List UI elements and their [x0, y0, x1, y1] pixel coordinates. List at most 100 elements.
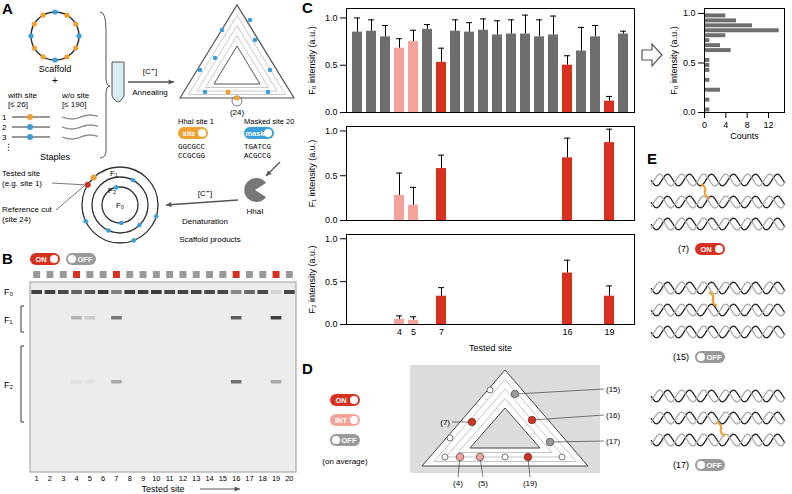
svg-text:9: 9	[141, 474, 145, 483]
svg-text:F₁: F₁	[110, 169, 118, 178]
svg-text:1.0: 1.0	[325, 234, 338, 244]
svg-text:+: +	[52, 75, 58, 86]
svg-text:(4): (4)	[453, 479, 463, 488]
svg-text:1.0: 1.0	[325, 13, 338, 23]
svg-text:16: 16	[562, 327, 572, 337]
svg-text:w/o site: w/o site	[61, 91, 90, 100]
svg-text:0.5: 0.5	[325, 277, 338, 287]
svg-text:0.0: 0.0	[325, 107, 338, 117]
svg-text:12: 12	[179, 474, 187, 483]
svg-text:F₂: F₂	[4, 380, 13, 390]
svg-text:18: 18	[259, 474, 267, 483]
svg-text:[C⁺]: [C⁺]	[143, 67, 157, 76]
svg-text:(15): (15)	[673, 352, 689, 362]
svg-text:HhaI site 1: HhaI site 1	[178, 117, 214, 126]
svg-text:(17): (17)	[606, 437, 621, 446]
svg-text:2: 2	[2, 123, 7, 132]
svg-text:D: D	[302, 360, 313, 377]
svg-text:B: B	[2, 250, 13, 267]
svg-text:[≤ 190]: [≤ 190]	[62, 100, 86, 109]
svg-text:0: 0	[702, 120, 707, 130]
svg-text:7: 7	[439, 327, 444, 337]
svg-text:16: 16	[232, 474, 240, 483]
svg-text:5: 5	[411, 327, 416, 337]
svg-text:3: 3	[61, 474, 65, 483]
svg-text:Annealing: Annealing	[132, 88, 168, 97]
svg-text:10: 10	[152, 474, 160, 483]
svg-text:0.5: 0.5	[325, 171, 338, 181]
svg-text:Tested site: Tested site	[141, 484, 184, 494]
svg-text:F₀ intensity (a.u.): F₀ intensity (a.u.)	[669, 26, 679, 94]
svg-text:19: 19	[604, 327, 614, 337]
svg-text:F₀ intensity (a.u.): F₀ intensity (a.u.)	[307, 26, 317, 94]
svg-text:8: 8	[128, 474, 132, 483]
svg-text:ON: ON	[700, 245, 711, 254]
svg-text:Counts: Counts	[730, 131, 759, 141]
svg-text:20: 20	[285, 474, 293, 483]
svg-text:Scaffold: Scaffold	[39, 64, 71, 74]
svg-text:INT: INT	[335, 416, 348, 425]
svg-text:1: 1	[35, 474, 39, 483]
svg-text:(24): (24)	[230, 108, 245, 117]
svg-text:17: 17	[245, 474, 253, 483]
svg-text:14: 14	[205, 474, 213, 483]
svg-text:Masked site 20: Masked site 20	[244, 117, 294, 126]
svg-text:(15): (15)	[606, 385, 621, 394]
svg-text:(site 24): (site 24)	[2, 215, 31, 224]
svg-text:A: A	[2, 0, 13, 17]
svg-text:4: 4	[74, 474, 78, 483]
svg-text:OFF: OFF	[342, 436, 357, 445]
svg-text:0.0: 0.0	[325, 215, 338, 225]
svg-text:mask: mask	[245, 129, 265, 138]
svg-text:(5): (5)	[478, 479, 488, 488]
svg-text:Tested site: Tested site	[2, 169, 41, 178]
svg-text:(on average): (on average)	[322, 457, 368, 466]
svg-text:F₂ intensity (a.u.): F₂ intensity (a.u.)	[307, 245, 317, 313]
svg-text:F₀: F₀	[4, 287, 13, 297]
svg-text:3: 3	[2, 133, 7, 142]
svg-text:1.0: 1.0	[683, 8, 696, 18]
svg-text:1.0: 1.0	[325, 126, 338, 136]
svg-text:(16): (16)	[606, 411, 621, 420]
svg-text:0.5: 0.5	[325, 60, 338, 70]
svg-text:ON: ON	[335, 396, 346, 405]
svg-text:6: 6	[101, 474, 105, 483]
svg-text:4: 4	[723, 120, 728, 130]
svg-text:F₂: F₂	[108, 186, 116, 195]
svg-text:Scaffold products: Scaffold products	[179, 235, 241, 244]
svg-text:4: 4	[397, 327, 402, 337]
svg-text:15: 15	[219, 474, 227, 483]
svg-text:7: 7	[114, 474, 118, 483]
svg-text:E: E	[647, 150, 657, 167]
svg-text:2: 2	[48, 474, 52, 483]
svg-text:0.0: 0.0	[683, 107, 696, 117]
svg-text:(e.g. site 1): (e.g. site 1)	[2, 179, 42, 188]
svg-text:Reference cut: Reference cut	[2, 205, 53, 214]
svg-text:12: 12	[763, 120, 773, 130]
svg-text:1: 1	[2, 113, 7, 122]
svg-text:⋮: ⋮	[4, 142, 13, 152]
svg-text:HhaI: HhaI	[247, 207, 264, 216]
svg-text:Denaturation: Denaturation	[182, 217, 228, 226]
svg-text:[≤ 26]: [≤ 26]	[8, 100, 28, 109]
svg-text:(7): (7)	[678, 244, 689, 254]
svg-text:ON: ON	[35, 255, 46, 264]
svg-text:5: 5	[88, 474, 92, 483]
svg-text:Staples: Staples	[40, 152, 71, 162]
svg-text:with site: with site	[7, 91, 37, 100]
svg-text:GGCGCC: GGCGCC	[178, 143, 206, 151]
svg-text:F₀: F₀	[116, 201, 124, 210]
svg-text:C: C	[302, 0, 313, 16]
svg-text:TGATCG: TGATCG	[244, 143, 272, 151]
svg-text:19: 19	[272, 474, 280, 483]
svg-text:Tested site: Tested site	[469, 343, 512, 353]
svg-text:(7): (7)	[440, 418, 450, 427]
svg-text:OFF: OFF	[707, 353, 722, 362]
svg-text:(19): (19)	[523, 479, 538, 488]
svg-text:site: site	[183, 129, 196, 138]
svg-text:(17): (17)	[673, 460, 689, 470]
svg-text:OFF: OFF	[78, 255, 93, 264]
svg-text:0.0: 0.0	[325, 319, 338, 329]
svg-text:ACGCCG: ACGCCG	[244, 152, 272, 160]
svg-text:CCGCGG: CCGCGG	[178, 152, 206, 160]
